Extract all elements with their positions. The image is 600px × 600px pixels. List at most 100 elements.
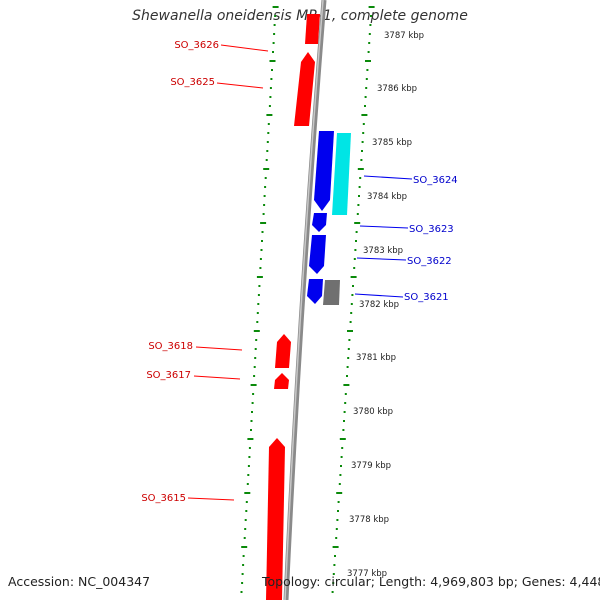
tick-mark	[361, 141, 364, 143]
gene-so-3618[interactable]	[275, 334, 291, 368]
tick-mark	[368, 42, 371, 44]
tick-mark	[365, 78, 368, 80]
tick-mark	[364, 96, 367, 98]
tick-mark	[331, 591, 334, 593]
tick-mark	[340, 456, 343, 458]
tick-mark	[244, 492, 251, 494]
tick-mark	[247, 438, 254, 440]
tick-mark	[335, 528, 338, 530]
gene-label-so-3618[interactable]: SO_3618	[148, 341, 193, 352]
gene-label-so-3623[interactable]: SO_3623	[409, 224, 454, 235]
ruler-tick-label: 3787 kbp	[384, 31, 424, 41]
tick-mark	[263, 168, 270, 170]
tick-mark	[339, 474, 342, 476]
tick-mark	[346, 375, 348, 377]
tick-mark	[259, 267, 262, 269]
tick-mark	[340, 465, 342, 467]
ruler-tick-label: 3780 kbp	[353, 407, 393, 417]
tick-mark	[332, 546, 339, 548]
gene-label-so-3617[interactable]: SO_3617	[146, 370, 191, 381]
tick-mark	[368, 6, 375, 8]
tick-mark	[354, 249, 357, 251]
tick-mark	[267, 132, 270, 134]
gene-so-3626[interactable]	[305, 14, 320, 44]
tick-mark	[250, 384, 257, 386]
tick-mark	[250, 429, 252, 431]
tick-mark	[369, 24, 372, 26]
gene-so-3617[interactable]	[274, 373, 289, 389]
tick-mark	[243, 537, 246, 539]
tick-mark	[244, 528, 247, 530]
tick-mark	[261, 240, 263, 242]
gene-label-so-3625[interactable]: SO_3625	[170, 77, 215, 88]
tick-mark	[253, 330, 260, 332]
gene-label-so-3622[interactable]: SO_3622	[407, 256, 452, 267]
gene-so-3615[interactable]	[266, 438, 285, 600]
tick-mark	[350, 312, 353, 314]
tick-mark	[263, 204, 266, 206]
accession-text: Accession: NC_004347	[8, 574, 151, 589]
tick-mark	[343, 420, 345, 422]
tick-mark	[343, 411, 346, 413]
feature-cyan[interactable]	[332, 133, 351, 215]
tick-mark	[367, 51, 370, 53]
ruler-labels: 3787 kbp 3786 kbp 3785 kbp 3784 kbp 3783…	[347, 31, 424, 579]
tick-mark	[251, 402, 254, 404]
tick-mark	[251, 411, 253, 413]
gene-label-so-3626[interactable]: SO_3626	[174, 40, 219, 51]
gene-labels: SO_3626 SO_3625 SO_3618 SO_3617 SO_3615 …	[141, 40, 457, 504]
tick-mark	[269, 87, 272, 89]
tick-mark	[240, 591, 243, 593]
forward-genes	[266, 14, 320, 600]
tick-mark	[242, 555, 245, 557]
tick-mark	[362, 132, 365, 134]
reverse-genes	[307, 131, 351, 305]
tick-mark	[244, 519, 247, 521]
ruler-tick-label: 3785 kbp	[372, 138, 412, 148]
tick-mark	[344, 402, 347, 404]
tick-mark	[346, 366, 349, 368]
gene-so-3623[interactable]	[312, 213, 327, 232]
tick-mark	[242, 564, 245, 566]
tick-mark	[341, 447, 344, 449]
ruler-tick-label: 3777 kbp	[347, 569, 387, 579]
tick-mark	[361, 150, 363, 152]
gene-label-so-3615[interactable]: SO_3615	[141, 493, 186, 504]
tick-mark	[347, 357, 350, 359]
tick-mark	[337, 510, 339, 512]
tick-mark	[336, 519, 339, 521]
right-tick-marks	[331, 6, 375, 593]
tick-mark	[357, 168, 364, 170]
tick-mark	[353, 267, 356, 269]
tick-mark	[241, 573, 244, 575]
tick-mark	[344, 393, 347, 395]
tick-mark	[364, 105, 366, 107]
tick-mark	[365, 60, 371, 62]
gene-so-3622[interactable]	[309, 235, 326, 274]
tick-mark	[338, 483, 341, 485]
tick-mark	[259, 258, 262, 260]
ruler-tick-label: 3778 kbp	[349, 515, 389, 525]
tick-mark	[351, 294, 354, 296]
tick-mark	[350, 276, 357, 278]
tick-mark	[265, 159, 268, 161]
tick-mark	[245, 501, 248, 503]
gene-label-so-3624[interactable]: SO_3624	[413, 175, 458, 186]
tick-mark	[241, 546, 248, 548]
gene-so-3624[interactable]	[314, 131, 334, 211]
gene-so-3625[interactable]	[294, 52, 315, 126]
gene-so-3621[interactable]	[307, 279, 323, 304]
feature-grey[interactable]	[323, 280, 340, 305]
tick-mark	[268, 105, 271, 107]
tick-mark	[245, 510, 248, 512]
gene-label-so-3621[interactable]: SO_3621	[404, 292, 449, 303]
tick-mark	[261, 231, 264, 233]
tick-mark	[253, 366, 256, 368]
tick-mark	[246, 483, 249, 485]
tick-mark	[353, 258, 356, 260]
tick-mark	[336, 492, 343, 494]
tick-mark	[258, 285, 261, 287]
tick-mark	[333, 564, 336, 566]
tick-mark	[359, 177, 362, 179]
